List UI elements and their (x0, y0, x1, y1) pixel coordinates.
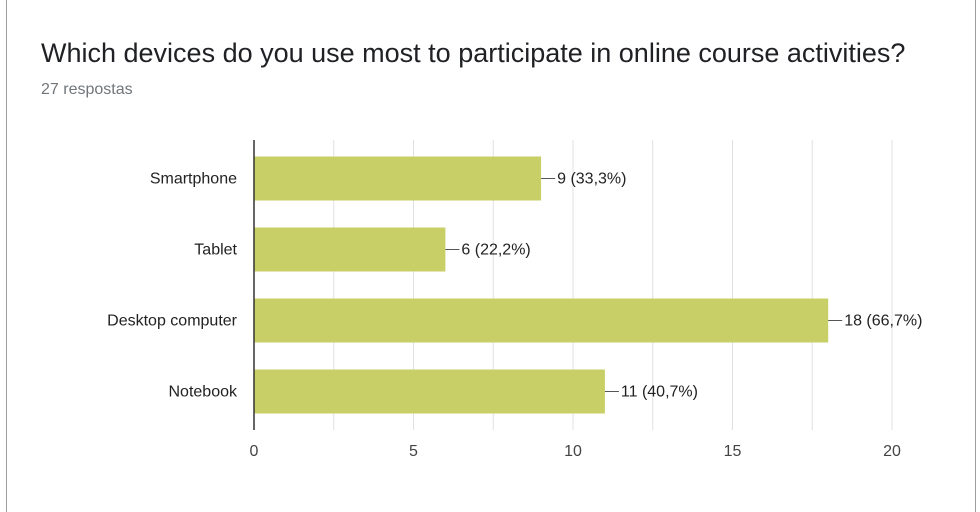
data-label: 9 (33,3%) (557, 171, 626, 188)
data-label: 11 (40,7%) (621, 384, 698, 401)
x-tick-label: 20 (883, 443, 901, 460)
category-label: Tablet (194, 242, 237, 259)
data-label: 18 (66,7%) (844, 313, 922, 330)
category-label: Notebook (169, 384, 238, 401)
x-tick-label: 5 (409, 443, 418, 460)
x-axis-ticks: 0 5 10 15 20 (250, 443, 901, 460)
category-labels: Smartphone Tablet Desktop computer Notebook (107, 171, 238, 401)
data-label: 6 (22,2%) (461, 242, 530, 259)
question-card: Which devices do you use most to partici… (6, 0, 976, 512)
bar-tablet[interactable] (254, 227, 446, 272)
x-tick-label: 10 (564, 443, 582, 460)
data-labels: 9 (33,3%) 6 (22,2%) 18 (66,7%) 11 (40,7%) (445, 171, 922, 401)
bar-smartphone[interactable] (254, 156, 542, 201)
bar-notebook[interactable] (254, 369, 605, 414)
category-label: Smartphone (150, 171, 237, 188)
category-label: Desktop computer (107, 313, 238, 330)
x-tick-label: 0 (250, 443, 259, 460)
bar-desktop-computer[interactable] (254, 298, 829, 343)
response-count: 27 respostas (41, 81, 133, 98)
bars (254, 156, 829, 414)
x-tick-label: 15 (724, 443, 742, 460)
question-title: Which devices do you use most to partici… (41, 38, 906, 68)
